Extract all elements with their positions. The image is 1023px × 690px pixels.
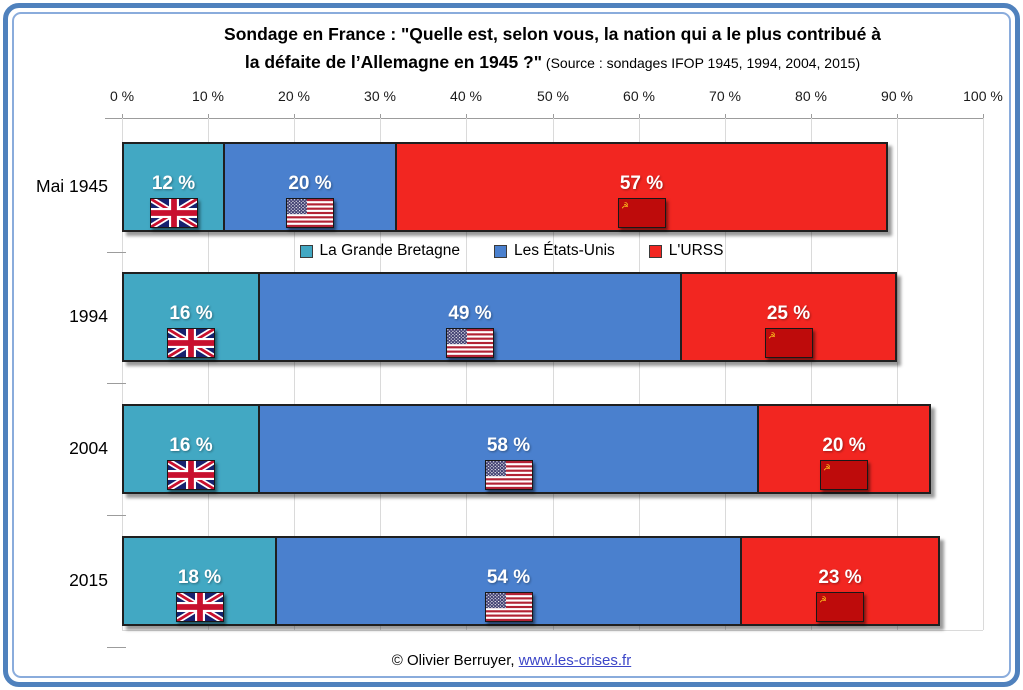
uk-flag-icon bbox=[167, 460, 215, 490]
legend-label: L'URSS bbox=[668, 242, 724, 259]
category-label: 2004 bbox=[69, 438, 108, 458]
legend-swatch bbox=[494, 244, 507, 258]
category-label: Mai 1945 bbox=[36, 176, 108, 196]
x-axis-tick-label: 20 % bbox=[278, 88, 310, 104]
category-label: 2015 bbox=[69, 570, 108, 590]
segment-value-label: 16 % bbox=[169, 303, 213, 324]
gridline bbox=[208, 118, 209, 630]
legend: La Grande Bretagne Les États-Unis L'URSS bbox=[0, 242, 1023, 260]
gridline bbox=[553, 118, 554, 630]
segment-value-label: 20 % bbox=[288, 173, 332, 194]
x-axis-tick-label: 60 % bbox=[623, 88, 655, 104]
x-axis-tick-label: 50 % bbox=[537, 88, 569, 104]
legend-label: Les États-Unis bbox=[514, 242, 615, 259]
us-flag-icon bbox=[446, 328, 494, 358]
bar-row: 18 % 54 % 23 % bbox=[122, 536, 940, 626]
bar-segment-uk: 16 % bbox=[122, 272, 260, 362]
svg-text:☭: ☭ bbox=[819, 595, 827, 605]
x-axis-tick-label: 0 % bbox=[109, 88, 135, 104]
bar-segment-ussr: 57 % ☭ bbox=[397, 142, 888, 232]
ussr-flag-icon: ☭ bbox=[764, 328, 813, 358]
bar-segment-us: 54 % bbox=[277, 536, 742, 626]
bar-row: 16 % 49 % 25 % bbox=[122, 272, 897, 362]
bar-segment-ussr: 23 % ☭ bbox=[742, 536, 940, 626]
legend-item: Les États-Unis bbox=[494, 242, 615, 260]
plot-bottom-line bbox=[122, 630, 983, 631]
svg-text:☭: ☭ bbox=[621, 201, 629, 211]
segment-value-label: 25 % bbox=[766, 303, 811, 324]
category-axis-tick bbox=[107, 383, 126, 384]
title-question-text: la défaite de l’Allemagne en 1945 ?" bbox=[244, 52, 543, 72]
ussr-flag-icon: ☭ bbox=[816, 592, 864, 622]
uk-flag-icon bbox=[175, 592, 224, 622]
svg-text:☭: ☭ bbox=[823, 463, 831, 473]
bar-segment-us: 49 % bbox=[260, 272, 682, 362]
legend-swatch bbox=[299, 244, 313, 258]
x-axis-tick-label: 30 % bbox=[364, 88, 396, 104]
gridline bbox=[725, 118, 726, 630]
bar-segment-us: 58 % bbox=[260, 404, 759, 494]
legend-label: La Grande Bretagne bbox=[319, 242, 460, 259]
bar-segment-uk: 18 % bbox=[122, 536, 277, 626]
category-axis-tick bbox=[107, 515, 126, 516]
chart-title: Sondage en France : "Quelle est, selon v… bbox=[122, 20, 983, 77]
svg-text:☭: ☭ bbox=[768, 331, 776, 341]
segment-value-label: 58 % bbox=[486, 435, 531, 456]
gridline bbox=[380, 118, 381, 630]
bar-segment-us: 20 % bbox=[225, 142, 397, 232]
us-flag-icon bbox=[484, 592, 533, 622]
segment-value-label: 12 % bbox=[151, 173, 196, 194]
gridline bbox=[466, 118, 467, 630]
legend-item: La Grande Bretagne bbox=[299, 242, 460, 260]
bar-row: 12 % 20 % 57 % bbox=[122, 142, 888, 232]
ussr-flag-icon: ☭ bbox=[617, 198, 666, 228]
bar-segment-uk: 16 % bbox=[122, 404, 260, 494]
gridline bbox=[294, 118, 295, 630]
segment-value-label: 57 % bbox=[619, 173, 664, 194]
segment-value-label: 20 % bbox=[822, 435, 866, 456]
footer-link[interactable]: www.les-crises.fr bbox=[518, 652, 632, 669]
gridline bbox=[983, 118, 984, 630]
bar-segment-ussr: 25 % ☭ bbox=[682, 272, 897, 362]
segment-value-label: 18 % bbox=[177, 567, 222, 588]
title-line1: Sondage en France : "Quelle est, selon v… bbox=[224, 24, 881, 44]
uk-flag-icon bbox=[149, 198, 198, 228]
segment-value-label: 54 % bbox=[486, 567, 531, 588]
legend-item: L'URSS bbox=[648, 242, 724, 260]
x-axis-line bbox=[105, 118, 983, 119]
segment-value-label: 16 % bbox=[169, 435, 213, 456]
plot-area: 12 % 20 % 57 % bbox=[122, 118, 984, 631]
bar-segment-uk: 12 % bbox=[122, 142, 225, 232]
gridline bbox=[122, 118, 123, 630]
gridline bbox=[897, 118, 898, 630]
uk-flag-icon bbox=[167, 328, 215, 358]
gridline bbox=[639, 118, 640, 630]
us-flag-icon bbox=[484, 460, 533, 490]
segment-value-label: 23 % bbox=[818, 567, 862, 588]
segment-value-label: 49 % bbox=[448, 303, 492, 324]
gridline bbox=[811, 118, 812, 630]
category-axis-tick bbox=[107, 252, 126, 253]
bar-row: 16 % 58 % 20 % bbox=[122, 404, 931, 494]
category-axis-tick bbox=[107, 647, 126, 648]
x-axis-tick-label: 40 % bbox=[450, 88, 482, 104]
title-line2: la défaite de l’Allemagne en 1945 ?" (So… bbox=[122, 48, 983, 77]
x-axis-tick-label: 70 % bbox=[709, 88, 741, 104]
bar-segment-ussr: 20 % ☭ bbox=[759, 404, 931, 494]
footer: © Olivier Berruyer, www.les-crises.fr bbox=[0, 652, 1023, 669]
legend-swatch bbox=[648, 244, 662, 258]
x-axis-tick-label: 100 % bbox=[963, 88, 1003, 104]
copyright-text: © Olivier Berruyer, bbox=[391, 652, 519, 669]
x-axis-tick-label: 80 % bbox=[795, 88, 827, 104]
title-source-text: (Source : sondages IFOP 1945, 1994, 2004… bbox=[542, 55, 861, 71]
x-axis-tick-label: 10 % bbox=[192, 88, 224, 104]
x-axis-tick-label: 90 % bbox=[881, 88, 913, 104]
category-label: 1994 bbox=[69, 306, 108, 326]
us-flag-icon bbox=[286, 198, 334, 228]
ussr-flag-icon: ☭ bbox=[820, 460, 868, 490]
